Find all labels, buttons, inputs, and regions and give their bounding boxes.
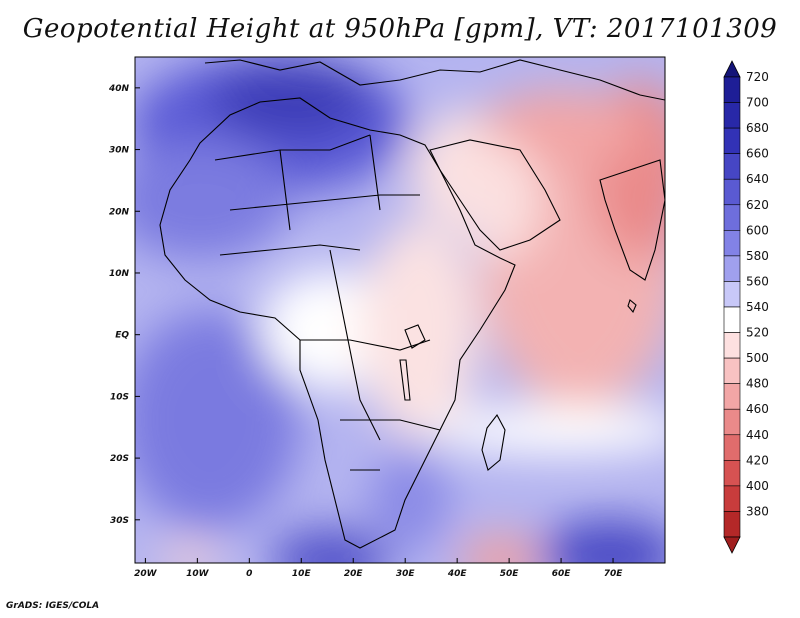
- colorbar-swatch: [723, 408, 741, 436]
- y-tick-label: 30S: [110, 516, 129, 526]
- colorbar-label: 640: [746, 172, 769, 186]
- colorbar-label: 580: [746, 249, 769, 263]
- colorbar-label: 500: [746, 351, 769, 365]
- colorbar-swatch: [723, 102, 741, 129]
- colorbar-label: 700: [746, 96, 769, 110]
- colorbar-bottom-arrow: [723, 536, 741, 554]
- colorbar-swatch: [723, 153, 741, 180]
- y-tick-label: 30N: [109, 146, 130, 156]
- colorbar-swatch: [723, 485, 741, 512]
- madagascar-coastline: [481, 413, 506, 471]
- colorbar-label: 520: [746, 326, 769, 340]
- colorbar-swatch: [723, 511, 741, 538]
- x-tick-label: 20E: [344, 569, 364, 579]
- colorbar-label: 620: [746, 198, 769, 212]
- plot-frame: [134, 56, 666, 564]
- colorbar-top-arrow: [723, 60, 741, 78]
- colorbar-swatch: [723, 434, 741, 461]
- colorbar-label: 720: [746, 70, 769, 84]
- colorbar-swatch: [723, 306, 741, 333]
- y-tick-label: 10S: [110, 392, 129, 402]
- x-tick-label: 10E: [292, 569, 312, 579]
- colorbar-swatch: [723, 178, 741, 206]
- y-tick-label: 20S: [110, 454, 129, 464]
- colorbar-label: 460: [746, 402, 769, 416]
- colorbar-swatch: [723, 230, 741, 257]
- colorbar-swatch: [723, 76, 741, 103]
- chart-title: Geopotential Height at 950hPa [gpm], VT:…: [22, 14, 778, 44]
- x-tick-label: 60E: [552, 569, 572, 579]
- x-tick-label: 20W: [134, 569, 158, 579]
- colorbar-swatch: [723, 357, 741, 384]
- colorbar-swatch: [723, 204, 741, 231]
- x-tick-label: 10W: [186, 569, 210, 579]
- india-coastline: [599, 159, 665, 281]
- country-borders: [214, 134, 441, 471]
- lake-victoria: [404, 324, 426, 349]
- colorbar-label: 680: [746, 121, 769, 135]
- y-tick-label: 10N: [109, 269, 130, 279]
- x-tick-label: 70E: [604, 569, 624, 579]
- x-tick-label: 30E: [396, 569, 416, 579]
- y-tick-label: 40N: [108, 84, 130, 94]
- colorbar-label: 480: [746, 377, 769, 391]
- y-tick-label: 20N: [109, 207, 130, 217]
- x-tick-label: 0: [246, 569, 252, 579]
- lake-tanganyika: [399, 359, 411, 401]
- colorbar-swatch: [723, 127, 741, 154]
- colorbar-swatch: [723, 332, 741, 359]
- axis-ticks: 20W 10W 0 10E 20E 30E 40E 50E 60E 70E 40N 30N 20N 10N…: [108, 84, 623, 579]
- credit-label: GrADS: IGES/COLA: [6, 601, 100, 611]
- colorbar-label: 660: [746, 147, 769, 161]
- colorbar-label: 600: [746, 223, 769, 237]
- colorbar-label: 400: [746, 479, 769, 493]
- colorbar-label: 540: [746, 300, 769, 314]
- colorbar-swatch: [723, 255, 741, 282]
- y-tick-label: EQ: [115, 331, 129, 341]
- sri-lanka: [627, 299, 637, 314]
- arabia-coastline: [429, 139, 561, 251]
- africa-coastline: [159, 97, 516, 549]
- colorbar: 720 700 680 660 640 620 600 580 560 540 520 500 480 4…: [723, 60, 769, 554]
- colorbar-swatch: [723, 383, 741, 410]
- colorbar-label: 420: [746, 453, 769, 467]
- colorbar-label: 380: [746, 504, 769, 518]
- colorbar-swatch: [723, 281, 741, 308]
- x-tick-label: 40E: [447, 569, 468, 579]
- x-tick-label: 50E: [500, 569, 520, 579]
- coastlines: [159, 59, 665, 549]
- colorbar-label: 560: [746, 274, 769, 288]
- geopotential-shading: [135, 57, 665, 563]
- europe-coastline: [204, 59, 665, 101]
- colorbar-swatch: [723, 460, 741, 487]
- colorbar-label: 440: [746, 428, 769, 442]
